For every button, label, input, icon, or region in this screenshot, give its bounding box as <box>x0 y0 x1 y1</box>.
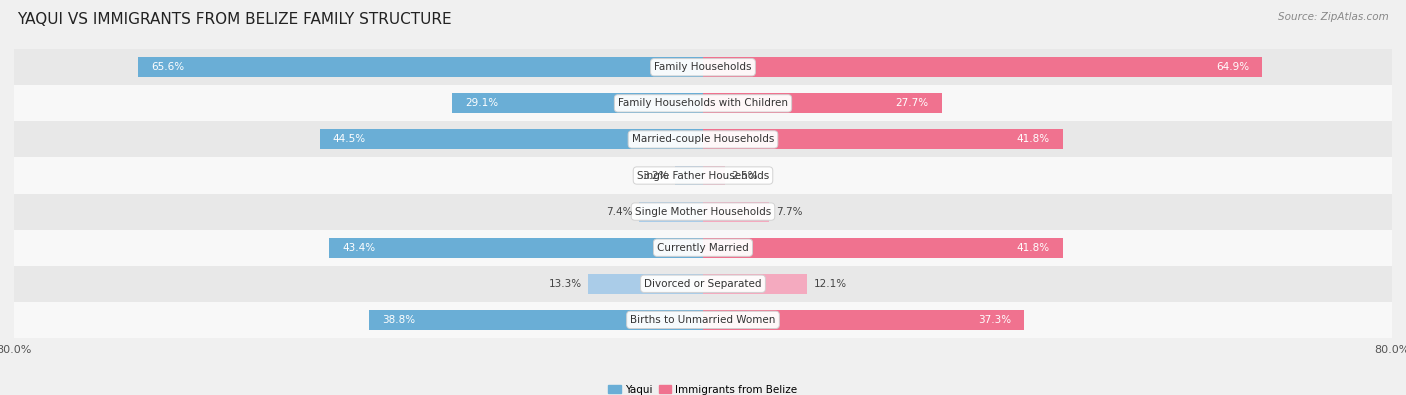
Bar <box>14 266 1392 302</box>
Bar <box>589 274 703 294</box>
Bar <box>368 310 703 330</box>
Bar <box>14 229 1392 266</box>
Bar <box>675 166 703 185</box>
Bar <box>703 274 807 294</box>
Bar <box>703 93 942 113</box>
Bar <box>703 238 1063 258</box>
Bar <box>14 49 1392 85</box>
Text: 64.9%: 64.9% <box>1216 62 1249 72</box>
Text: 44.5%: 44.5% <box>333 134 366 145</box>
Text: Single Father Households: Single Father Households <box>637 171 769 181</box>
Text: Family Households with Children: Family Households with Children <box>619 98 787 108</box>
Text: 43.4%: 43.4% <box>342 243 375 253</box>
Text: Family Households: Family Households <box>654 62 752 72</box>
Text: Divorced or Separated: Divorced or Separated <box>644 279 762 289</box>
Text: Currently Married: Currently Married <box>657 243 749 253</box>
Text: 27.7%: 27.7% <box>896 98 928 108</box>
Bar <box>453 93 703 113</box>
Bar <box>329 238 703 258</box>
Text: 7.4%: 7.4% <box>606 207 633 216</box>
Bar <box>703 130 1063 149</box>
Text: 41.8%: 41.8% <box>1017 134 1050 145</box>
Bar <box>640 202 703 222</box>
Bar <box>14 85 1392 121</box>
Bar <box>703 202 769 222</box>
Bar <box>14 302 1392 338</box>
Text: 7.7%: 7.7% <box>776 207 803 216</box>
Bar <box>138 57 703 77</box>
Bar <box>703 57 1263 77</box>
Bar <box>14 121 1392 158</box>
Text: Source: ZipAtlas.com: Source: ZipAtlas.com <box>1278 12 1389 22</box>
Text: 37.3%: 37.3% <box>979 315 1011 325</box>
Text: 41.8%: 41.8% <box>1017 243 1050 253</box>
Text: 3.2%: 3.2% <box>643 171 669 181</box>
Bar <box>319 130 703 149</box>
Bar <box>703 310 1024 330</box>
Text: 13.3%: 13.3% <box>548 279 582 289</box>
Text: 65.6%: 65.6% <box>150 62 184 72</box>
Bar <box>703 166 724 185</box>
Text: Single Mother Households: Single Mother Households <box>636 207 770 216</box>
Text: Married-couple Households: Married-couple Households <box>631 134 775 145</box>
Legend: Yaqui, Immigrants from Belize: Yaqui, Immigrants from Belize <box>605 380 801 395</box>
Text: YAQUI VS IMMIGRANTS FROM BELIZE FAMILY STRUCTURE: YAQUI VS IMMIGRANTS FROM BELIZE FAMILY S… <box>17 12 451 27</box>
Bar <box>14 194 1392 229</box>
Text: 2.5%: 2.5% <box>731 171 758 181</box>
Text: 12.1%: 12.1% <box>814 279 848 289</box>
Text: Births to Unmarried Women: Births to Unmarried Women <box>630 315 776 325</box>
Text: 38.8%: 38.8% <box>382 315 415 325</box>
Text: 29.1%: 29.1% <box>465 98 499 108</box>
Bar <box>14 158 1392 194</box>
